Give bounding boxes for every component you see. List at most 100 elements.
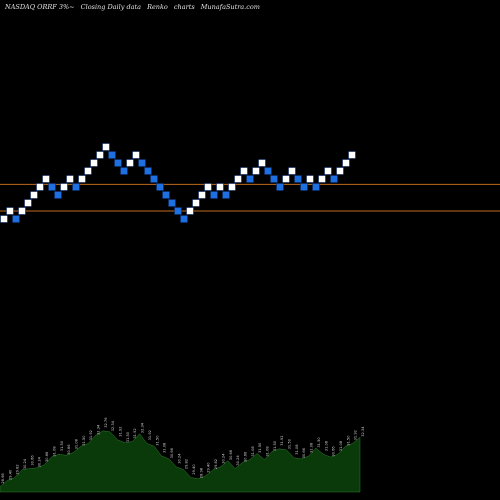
down-brick [162,191,170,199]
down-brick [114,159,122,167]
volume-price-label: 31.50 [60,440,64,451]
up-brick [282,175,290,183]
down-brick [156,183,164,191]
up-brick [186,207,194,215]
volume-price-label: 32.34 [141,422,145,433]
volume-price-label: 31.08 [52,446,56,457]
volume-price-label: 31.50 [82,435,86,446]
up-brick [216,183,224,191]
up-brick [132,151,140,159]
volume-price-label: 30.66 [243,451,247,462]
down-brick [48,183,56,191]
up-brick [126,159,134,167]
down-brick [12,215,20,223]
volume-area [0,430,361,493]
volume-price-label: 32.34 [97,424,101,435]
volume-price-label: 30.66 [229,449,233,460]
up-brick [96,151,104,159]
volume-price-label: 29.40 [8,469,12,480]
volume-price-label: 31.08 [339,440,343,451]
up-brick [228,183,236,191]
down-brick [108,151,116,159]
volume-price-label: 30.24 [177,453,181,464]
up-brick [204,183,212,191]
volume-price-label: 29.82 [16,464,20,474]
up-brick [66,175,74,183]
down-brick [312,183,320,191]
volume-price-label: 31.08 [324,440,328,451]
volume-price-label: 31.50 [126,431,130,442]
up-brick [240,167,248,175]
volume-price-label: 31.08 [310,442,314,453]
reference-lines [0,183,500,212]
volume-price-label: 31.50 [258,442,262,453]
title-charts-word: charts [174,3,195,11]
up-brick [30,191,38,199]
volume-price-label: 31.92 [148,430,152,440]
up-brick [348,151,356,159]
volume-price-label: 29.40 [192,464,196,475]
up-brick [90,159,98,167]
volume-price-label: 31.92 [89,430,93,440]
down-brick [222,191,230,199]
volume-price-label: 30.66 [45,451,49,462]
volume-price-label: 28.98 [1,473,5,484]
up-brick [342,159,350,167]
up-brick [306,175,314,183]
volume-price-label: 31.92 [133,428,137,438]
up-brick [24,199,32,207]
up-brick [36,183,44,191]
volume-price-label: 31.50 [346,435,350,446]
title-site: MunafaSutra.com [200,3,260,11]
volume-price-label: 30.24 [236,455,240,466]
down-brick [270,175,278,183]
down-brick [54,191,62,199]
up-brick [18,207,26,215]
volume-price-label: 28.98 [199,467,203,478]
volume-price-label: 31.92 [354,430,358,440]
volume-price-label: 30.66 [332,446,336,457]
down-brick [264,167,272,175]
volume-price-label: 31.92 [280,436,284,446]
volume-price-label: 32.34 [361,426,365,437]
volume-price-label: 32.76 [104,417,108,428]
volume-price-label: 31.08 [75,438,79,449]
volume-price-label: 31.50 [155,435,159,446]
up-brick [6,207,14,215]
up-brick [288,167,296,175]
down-brick [174,207,182,215]
volume-price-label: 31.08 [163,442,167,453]
title-description: Closing Daily data [81,3,141,11]
volume-price-label: 31.08 [266,446,270,457]
down-brick [276,183,284,191]
volume-price-label: 32.34 [111,420,115,431]
volume-price-label: 30.24 [221,453,225,464]
up-brick [234,175,242,183]
down-brick [330,175,338,183]
up-brick [318,175,326,183]
volume-price-label: 31.50 [288,438,292,449]
volume-price-label: 31.50 [273,440,277,451]
volume-price-label: 30.24 [38,456,42,467]
volume-price-label: 31.08 [295,444,299,455]
volume-price-label: 30.66 [30,455,34,466]
down-brick [300,183,308,191]
volume-price-label: 31.08 [251,446,255,457]
up-brick [42,175,50,183]
volume-price-label: 29.82 [185,459,189,469]
down-brick [138,159,146,167]
up-brick [198,191,206,199]
volume-price-label: 30.66 [302,447,306,458]
up-brick [78,175,86,183]
chart-title: NASDAQ ORRF 3%~ Closing Daily data Renko… [4,3,260,11]
up-brick [84,167,92,175]
title-ticker: NASDAQ ORRF 3%~ [4,3,75,11]
up-brick [60,183,68,191]
up-brick [258,159,266,167]
volume-price-label: 30.24 [23,458,27,469]
down-brick [180,215,188,223]
down-brick [144,167,152,175]
up-brick [252,167,260,175]
